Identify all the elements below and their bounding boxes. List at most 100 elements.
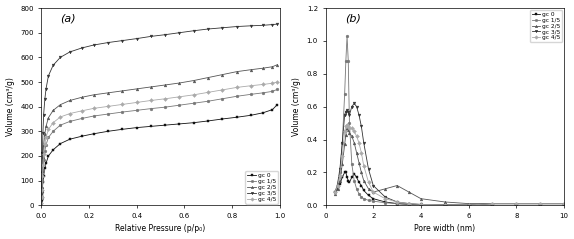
gc 1/5 — [344, 35, 351, 38]
gc 3/5 — [341, 114, 348, 116]
gc 1/5 — [332, 191, 339, 194]
gc 3/5 — [219, 26, 226, 29]
Line: gc 3/5: gc 3/5 — [333, 102, 565, 206]
gc 2/5 — [341, 143, 348, 146]
gc 0 — [269, 108, 276, 111]
gc 2/5 — [247, 68, 254, 71]
gc 1/5 — [370, 200, 377, 203]
gc 2/5 — [489, 202, 496, 205]
gc 3/5 — [353, 105, 360, 108]
gc 0 — [365, 194, 372, 197]
gc 1/5 — [39, 179, 46, 182]
gc 1/5 — [353, 187, 360, 190]
Text: (a): (a) — [60, 14, 76, 24]
gc 4/5 — [41, 143, 48, 146]
gc 4/5 — [269, 82, 276, 85]
gc 3/5 — [38, 177, 45, 179]
gc 1/5 — [90, 114, 97, 117]
Line: gc 0: gc 0 — [40, 103, 278, 205]
gc 3/5 — [119, 39, 126, 42]
gc 1/5 — [339, 141, 346, 144]
gc 4/5 — [417, 203, 424, 206]
gc 0 — [148, 125, 154, 128]
gc 3/5 — [78, 47, 85, 49]
gc 0 — [513, 204, 519, 207]
gc 4/5 — [365, 181, 372, 184]
gc 2/5 — [513, 202, 519, 205]
gc 2/5 — [38, 201, 45, 204]
gc 2/5 — [78, 96, 85, 99]
gc 3/5 — [339, 141, 346, 144]
gc 0 — [50, 148, 57, 151]
gc 1/5 — [489, 202, 496, 205]
gc 2/5 — [148, 86, 154, 88]
gc 3/5 — [269, 23, 276, 26]
gc 2/5 — [406, 191, 413, 194]
Line: gc 4/5: gc 4/5 — [40, 81, 278, 204]
gc 3/5 — [162, 33, 169, 36]
gc 2/5 — [219, 73, 226, 76]
gc 1/5 — [345, 59, 352, 62]
gc 3/5 — [41, 98, 48, 101]
gc 4/5 — [148, 99, 154, 102]
gc 4/5 — [162, 97, 169, 100]
gc 1/5 — [78, 117, 85, 120]
gc 0 — [332, 191, 339, 194]
gc 3/5 — [40, 113, 47, 116]
gc 1/5 — [358, 196, 365, 198]
gc 0 — [162, 124, 169, 127]
gc 3/5 — [417, 203, 424, 206]
Legend: gc 0, gc 1/5, gc 2/5, gc 3/5, gc 4/5: gc 0, gc 1/5, gc 2/5, gc 3/5, gc 4/5 — [530, 10, 562, 42]
gc 3/5 — [513, 202, 519, 205]
gc 1/5 — [441, 203, 448, 206]
gc 4/5 — [441, 203, 448, 206]
gc 1/5 — [41, 150, 48, 152]
gc 0 — [343, 171, 350, 174]
Y-axis label: Volume (cm³/g): Volume (cm³/g) — [6, 77, 14, 136]
gc 1/5 — [148, 107, 154, 110]
gc 1/5 — [38, 197, 45, 200]
gc 3/5 — [394, 201, 401, 203]
gc 4/5 — [360, 164, 367, 167]
gc 2/5 — [42, 125, 49, 128]
gc 1/5 — [406, 203, 413, 206]
gc 0 — [39, 187, 46, 190]
gc 3/5 — [360, 141, 367, 144]
gc 1/5 — [269, 90, 276, 93]
gc 1/5 — [360, 197, 367, 200]
gc 3/5 — [176, 31, 183, 34]
gc 4/5 — [133, 101, 140, 104]
gc 3/5 — [40, 131, 46, 134]
gc 0 — [358, 184, 365, 187]
gc 1/5 — [57, 124, 64, 127]
gc 3/5 — [365, 168, 372, 171]
Line: gc 2/5: gc 2/5 — [40, 63, 278, 204]
gc 0 — [382, 201, 389, 203]
gc 0 — [247, 114, 254, 117]
gc 4/5 — [489, 202, 496, 205]
gc 0 — [40, 180, 46, 183]
gc 2/5 — [346, 131, 353, 134]
gc 4/5 — [332, 191, 339, 194]
gc 3/5 — [274, 23, 281, 26]
gc 2/5 — [394, 184, 401, 187]
gc 0 — [394, 202, 401, 205]
gc 4/5 — [40, 152, 47, 155]
gc 2/5 — [537, 202, 544, 205]
gc 2/5 — [560, 202, 567, 205]
gc 0 — [176, 122, 183, 125]
gc 0 — [45, 155, 52, 158]
gc 2/5 — [133, 87, 140, 90]
gc 0 — [259, 111, 266, 114]
gc 0 — [119, 128, 126, 131]
gc 4/5 — [355, 141, 362, 144]
gc 2/5 — [205, 76, 212, 79]
gc 3/5 — [465, 204, 472, 206]
gc 1/5 — [417, 203, 424, 206]
gc 1/5 — [334, 184, 341, 187]
gc 0 — [355, 181, 362, 184]
gc 3/5 — [344, 109, 351, 111]
gc 4/5 — [513, 202, 519, 205]
gc 4/5 — [348, 127, 355, 130]
gc 4/5 — [176, 95, 183, 98]
